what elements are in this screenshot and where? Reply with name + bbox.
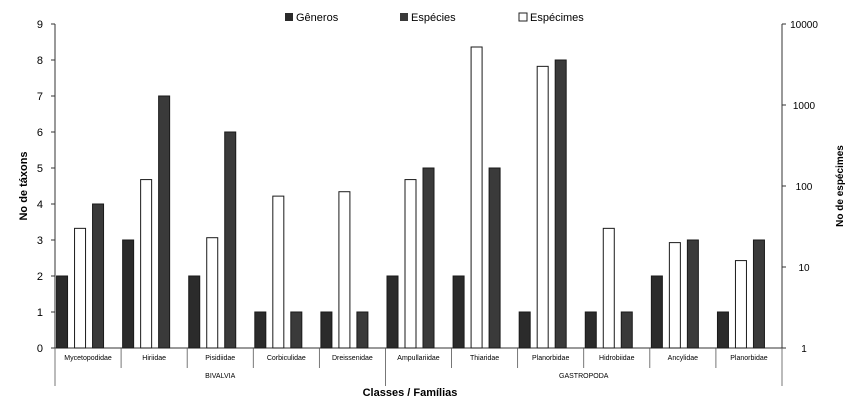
bar-generos: [716, 311, 729, 349]
bar-generos: [320, 311, 333, 349]
bar-especies: [752, 239, 765, 349]
category-label: Hiriidae: [142, 355, 166, 362]
left-tick-label: 7: [37, 91, 43, 103]
right-tick-label: 10000: [790, 20, 818, 31]
category-label: Pisidiidae: [205, 355, 235, 362]
left-tick-label: 2: [37, 271, 43, 283]
category-label: Thiaridae: [470, 355, 499, 362]
category-label: Planorbidae: [730, 355, 767, 362]
category-label: Ancylidae: [668, 355, 698, 362]
category-label: Corbiculidae: [267, 355, 306, 362]
left-tick-labels: 0 1 2 3 4 5 6 7 8 9: [37, 19, 55, 355]
y-axis-title-left: No de táxons: [18, 151, 30, 220]
category-label: Mycetopodidae: [64, 355, 112, 362]
legend: Gêneros Espécies Espécimes: [285, 12, 584, 24]
left-tick-label: 1: [37, 307, 43, 319]
right-tick-labels: 1 10 100 1000 10000: [782, 20, 818, 355]
bar-especies: [92, 203, 105, 349]
left-tick-label: 8: [37, 55, 43, 67]
bar-especies: [356, 311, 369, 349]
bar-especies: [290, 311, 303, 349]
category-label: Planorbidae: [532, 355, 569, 362]
category-label: Dreissenidae: [332, 355, 373, 362]
bar-especies: [488, 167, 501, 349]
right-tick-label: 1000: [793, 101, 816, 112]
bar-especies: [620, 311, 633, 349]
bar-generos: [452, 275, 465, 349]
bar-especimes: [338, 191, 351, 349]
y-axis-title-right: No de espécimes: [835, 145, 846, 227]
bar-especimes: [602, 227, 615, 349]
bar-especimes: [734, 260, 747, 349]
bars: [56, 46, 765, 349]
left-tick-label: 5: [37, 163, 43, 175]
legend-label-especimes: Espécimes: [530, 12, 584, 24]
group-label: BIVALVIA: [205, 373, 235, 380]
bar-especimes: [536, 65, 549, 349]
bar-especies: [554, 59, 567, 349]
legend-swatch-especies: [400, 13, 408, 21]
bar-especimes: [206, 237, 219, 349]
bar-generos: [584, 311, 597, 349]
bar-generos: [122, 239, 135, 349]
right-tick-label: 10: [798, 263, 810, 274]
x-axis-title: Classes / Famílias: [363, 387, 458, 398]
legend-label-generos: Gêneros: [296, 12, 339, 24]
right-tick-label: 1: [801, 344, 807, 355]
bar-especies: [686, 239, 699, 349]
bar-especies: [422, 167, 435, 349]
bar-especimes: [470, 46, 483, 349]
bar-especimes: [74, 227, 87, 349]
category-labels: Mycetopodidae Hiriidae Pisidiidae Corbiculi…: [54, 348, 783, 386]
left-tick-label: 9: [37, 19, 43, 31]
bar-generos: [386, 275, 399, 349]
bar-especies: [224, 131, 237, 349]
bar-generos: [56, 275, 69, 349]
bar-generos: [518, 311, 531, 349]
left-tick-label: 0: [37, 343, 43, 355]
bar-generos: [650, 275, 663, 349]
group-labels: BIVALVIA GASTROPODA: [205, 373, 609, 380]
category-label: Ampullariidae: [397, 355, 440, 362]
category-label: Hidrobiidae: [599, 355, 635, 362]
legend-label-especies: Espécies: [411, 12, 456, 24]
bar-especimes: [668, 242, 681, 349]
legend-swatch-especimes: [518, 12, 528, 22]
bar-especies: [158, 95, 171, 349]
bar-especimes: [272, 195, 285, 349]
group-label: GASTROPODA: [559, 373, 609, 380]
bar-especimes: [140, 179, 153, 349]
left-tick-label: 4: [37, 199, 43, 211]
bar-generos: [254, 311, 267, 349]
left-tick-label: 6: [37, 127, 43, 139]
left-tick-label: 3: [37, 235, 43, 247]
bar-especimes: [404, 179, 417, 349]
legend-swatch-generos: [285, 13, 293, 21]
right-tick-label: 100: [796, 182, 813, 193]
bar-generos: [188, 275, 201, 349]
